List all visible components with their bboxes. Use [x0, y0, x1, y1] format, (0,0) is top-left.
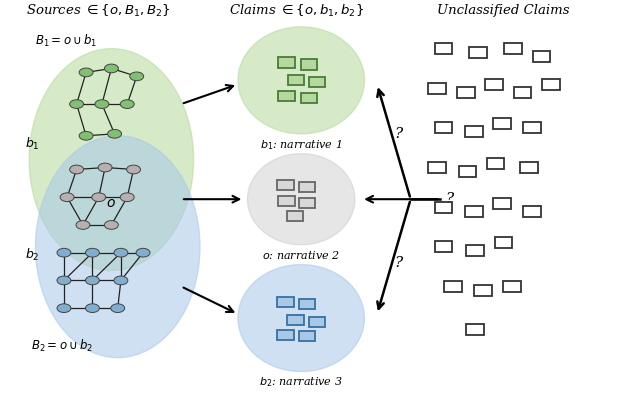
Text: ?: ?: [394, 256, 402, 269]
FancyBboxPatch shape: [523, 205, 541, 217]
Text: Unclassified Claims: Unclassified Claims: [437, 4, 570, 18]
Circle shape: [86, 304, 100, 312]
FancyBboxPatch shape: [514, 87, 531, 98]
Text: Claims $\in \{o, b_1, b_2\}$: Claims $\in \{o, b_1, b_2\}$: [229, 3, 365, 19]
Ellipse shape: [238, 27, 365, 134]
Text: $B_2 = o \cup b_2$: $B_2 = o \cup b_2$: [31, 338, 93, 354]
Text: ?: ?: [394, 127, 402, 141]
FancyBboxPatch shape: [493, 118, 510, 129]
FancyBboxPatch shape: [465, 205, 482, 217]
FancyBboxPatch shape: [429, 83, 446, 94]
Circle shape: [57, 248, 71, 257]
FancyBboxPatch shape: [485, 79, 503, 90]
FancyBboxPatch shape: [504, 43, 522, 54]
FancyBboxPatch shape: [493, 198, 510, 209]
Ellipse shape: [238, 265, 365, 372]
Ellipse shape: [36, 136, 200, 358]
Circle shape: [70, 165, 84, 174]
FancyBboxPatch shape: [435, 241, 453, 252]
FancyBboxPatch shape: [287, 315, 304, 325]
FancyBboxPatch shape: [299, 182, 315, 193]
Circle shape: [95, 100, 109, 109]
Circle shape: [57, 276, 71, 285]
Circle shape: [92, 193, 106, 201]
Text: $b_2$: $b_2$: [25, 247, 39, 263]
Circle shape: [127, 165, 141, 174]
FancyBboxPatch shape: [278, 196, 295, 206]
FancyBboxPatch shape: [429, 162, 446, 173]
Circle shape: [98, 163, 112, 172]
FancyBboxPatch shape: [278, 91, 295, 101]
FancyBboxPatch shape: [309, 77, 325, 88]
Circle shape: [76, 220, 90, 229]
Circle shape: [86, 248, 100, 257]
FancyBboxPatch shape: [444, 281, 462, 292]
Circle shape: [60, 193, 74, 201]
FancyBboxPatch shape: [435, 122, 453, 133]
FancyBboxPatch shape: [533, 51, 550, 62]
FancyBboxPatch shape: [299, 331, 315, 341]
Text: $o$: $o$: [107, 196, 116, 210]
FancyBboxPatch shape: [523, 122, 541, 133]
FancyBboxPatch shape: [435, 43, 453, 54]
Circle shape: [108, 129, 122, 138]
Circle shape: [130, 72, 144, 81]
Ellipse shape: [247, 154, 355, 245]
FancyBboxPatch shape: [288, 75, 304, 86]
FancyBboxPatch shape: [466, 324, 484, 336]
Text: $b_1$: narrative 1: $b_1$: narrative 1: [260, 138, 342, 152]
FancyBboxPatch shape: [301, 59, 317, 70]
FancyBboxPatch shape: [520, 162, 538, 173]
Text: ?: ?: [446, 192, 454, 206]
FancyBboxPatch shape: [301, 93, 317, 103]
Circle shape: [57, 304, 71, 312]
Text: $o$: narrative 2: $o$: narrative 2: [262, 249, 340, 261]
FancyBboxPatch shape: [469, 47, 487, 58]
Circle shape: [79, 131, 93, 140]
Circle shape: [136, 248, 150, 257]
Circle shape: [79, 68, 93, 77]
FancyBboxPatch shape: [466, 245, 484, 256]
Circle shape: [105, 220, 119, 229]
Circle shape: [111, 304, 125, 312]
Text: Sources $\in \{o, B_1, B_2\}$: Sources $\in \{o, B_1, B_2\}$: [27, 3, 171, 19]
FancyBboxPatch shape: [299, 299, 315, 309]
FancyBboxPatch shape: [457, 87, 474, 98]
FancyBboxPatch shape: [542, 79, 560, 90]
FancyBboxPatch shape: [277, 180, 294, 191]
Circle shape: [105, 64, 119, 73]
Text: $b_2$: narrative 3: $b_2$: narrative 3: [259, 376, 343, 389]
FancyBboxPatch shape: [474, 285, 491, 296]
Circle shape: [120, 193, 134, 201]
Circle shape: [114, 276, 128, 285]
Text: $B_1 = o \cup b_1$: $B_1 = o \cup b_1$: [36, 33, 98, 49]
FancyBboxPatch shape: [287, 211, 303, 221]
FancyBboxPatch shape: [299, 198, 315, 208]
Circle shape: [120, 100, 134, 109]
FancyBboxPatch shape: [435, 201, 453, 213]
FancyBboxPatch shape: [465, 126, 482, 137]
Circle shape: [86, 276, 100, 285]
FancyBboxPatch shape: [503, 281, 521, 292]
FancyBboxPatch shape: [277, 330, 294, 340]
FancyBboxPatch shape: [486, 158, 504, 169]
FancyBboxPatch shape: [277, 297, 294, 307]
Text: $b_1$: $b_1$: [25, 136, 39, 152]
Circle shape: [114, 248, 128, 257]
Circle shape: [70, 100, 84, 109]
FancyBboxPatch shape: [495, 237, 512, 248]
Ellipse shape: [29, 49, 193, 271]
FancyBboxPatch shape: [459, 166, 476, 177]
FancyBboxPatch shape: [278, 57, 295, 68]
FancyBboxPatch shape: [309, 317, 325, 327]
